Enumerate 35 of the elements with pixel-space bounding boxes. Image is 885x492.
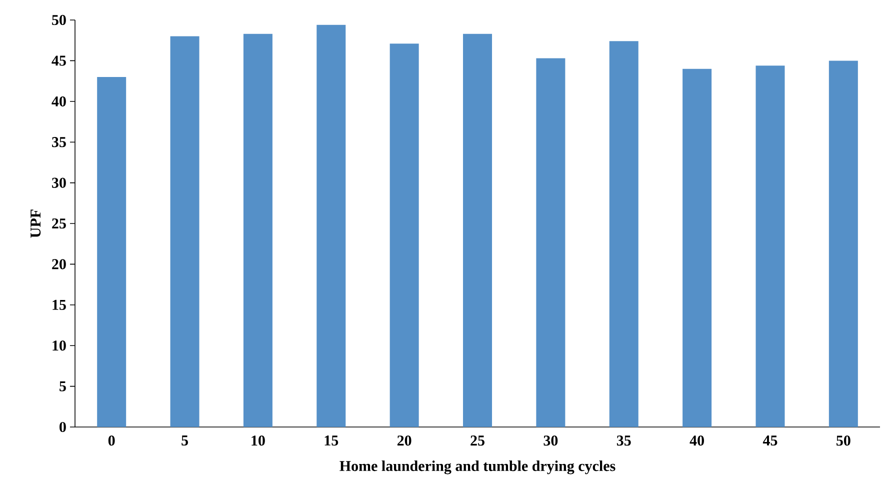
bar xyxy=(243,34,272,427)
x-tick-label: 40 xyxy=(690,436,704,446)
y-tick-label: 35 xyxy=(52,137,66,148)
y-axis-title: UPF xyxy=(30,210,41,238)
x-tick-label: 35 xyxy=(616,436,631,446)
bar xyxy=(463,34,492,427)
bar xyxy=(828,60,858,427)
x-tick-label: 20 xyxy=(397,436,412,446)
bar xyxy=(609,41,638,427)
x-tick-label: 45 xyxy=(762,436,778,446)
x-tick-label: 10 xyxy=(252,436,265,446)
bar xyxy=(97,76,126,427)
y-tick-label: 30 xyxy=(52,178,66,188)
bar xyxy=(536,58,566,427)
y-tick-label: 10 xyxy=(52,340,66,351)
y-tick-label: 40 xyxy=(52,96,66,106)
x-tick-label: 25 xyxy=(470,436,484,446)
y-tick-label: 20 xyxy=(52,259,66,270)
bar xyxy=(170,36,200,427)
x-tick-label: 15 xyxy=(324,436,338,446)
y-tick-label: 50 xyxy=(52,14,66,26)
bar xyxy=(390,44,419,427)
x-tick-label: 5 xyxy=(182,436,188,446)
y-tick-label: 25 xyxy=(52,218,66,229)
x-tick-label: 50 xyxy=(836,436,850,446)
x-tick-label: 30 xyxy=(544,436,558,446)
x-axis-title: Home laundering and tumble drying cycles xyxy=(340,460,616,474)
bar xyxy=(682,68,712,427)
bar xyxy=(316,24,346,427)
y-tick-label: 5 xyxy=(60,381,66,392)
bar xyxy=(756,66,785,427)
x-tick-label: 0 xyxy=(108,436,115,446)
y-tick-label: 15 xyxy=(52,300,66,310)
y-tick-label: 0 xyxy=(60,422,66,432)
y-tick-label: 45 xyxy=(52,56,66,66)
